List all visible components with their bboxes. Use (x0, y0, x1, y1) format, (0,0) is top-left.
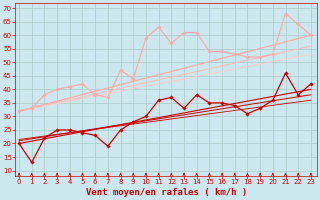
X-axis label: Vent moyen/en rafales ( km/h ): Vent moyen/en rafales ( km/h ) (86, 188, 247, 197)
